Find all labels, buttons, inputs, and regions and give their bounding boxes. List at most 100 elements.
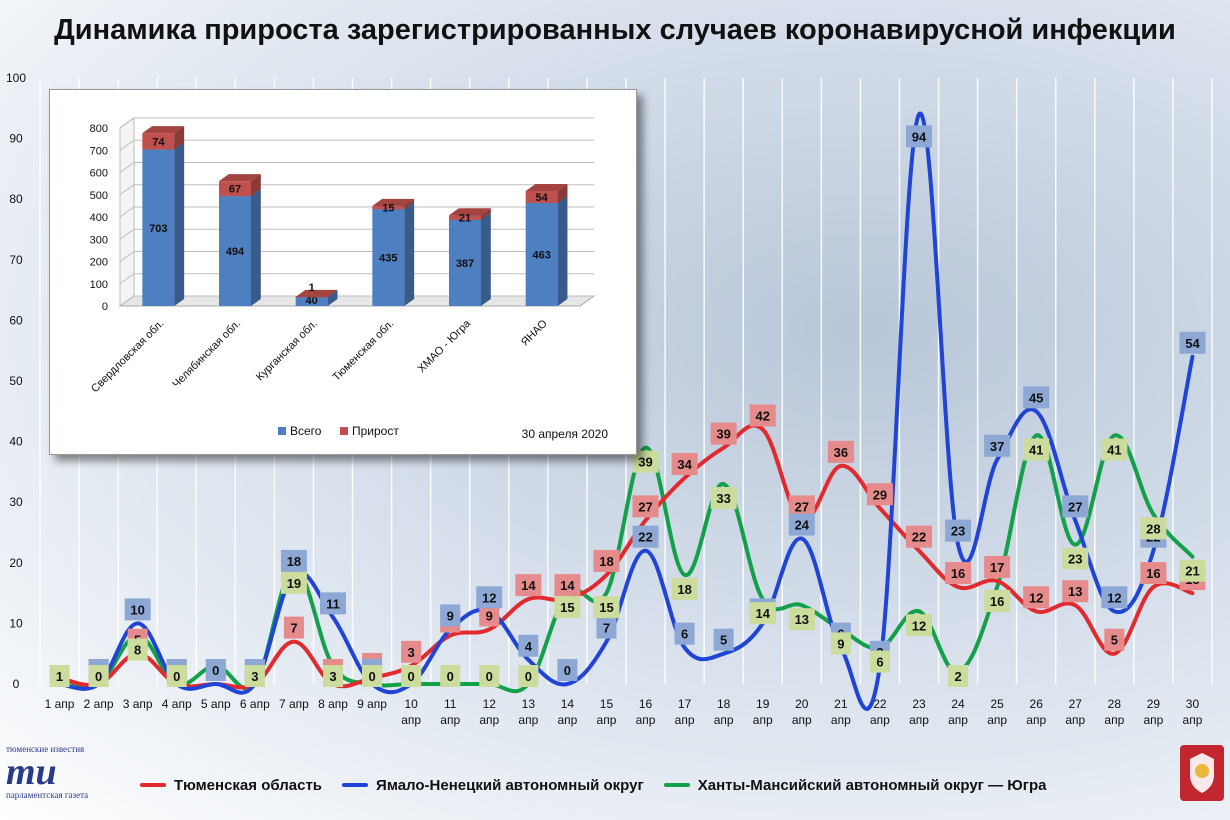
inset-bar-front xyxy=(142,133,175,150)
inset-data-label: 15 xyxy=(382,203,394,215)
data-label-box xyxy=(632,495,659,518)
inset-bar-segment: 74 xyxy=(142,126,185,150)
x-tick-label: 1 апр xyxy=(45,697,75,711)
data-label-text: 2 xyxy=(954,669,961,684)
data-label-text: 29 xyxy=(873,487,887,502)
inset-data-label: 40 xyxy=(306,295,318,307)
data-label: 19 xyxy=(280,571,307,594)
inset-bar-front xyxy=(219,181,251,197)
x-tick-label-line: апр xyxy=(1026,713,1046,727)
x-tick-label: 22 апр xyxy=(870,697,890,727)
x-tick-label: 2 апр xyxy=(84,697,114,711)
data-label: 42 xyxy=(749,404,776,427)
x-tick-label-line: апр xyxy=(948,713,968,727)
inset-bar-top xyxy=(449,208,491,216)
data-label-box xyxy=(632,525,659,548)
inset-y-tick-label: 300 xyxy=(90,234,108,246)
x-tick-label: 24 апр xyxy=(948,697,968,727)
legend-item-hmao: Ханты-Мансийский автономный округ — Югра xyxy=(663,777,1046,794)
data-label-text: 0 xyxy=(486,669,493,684)
x-tick-label-line: 10 xyxy=(404,697,418,711)
x-tick-label-line: 21 xyxy=(834,697,848,711)
data-label: 5 xyxy=(1104,628,1125,651)
data-label-box xyxy=(401,665,422,687)
inset-bar-side xyxy=(251,189,261,306)
data-label-box xyxy=(906,525,932,548)
data-label-box xyxy=(632,450,659,473)
data-label: 0 xyxy=(166,665,187,687)
y-tick-label: 10 xyxy=(9,616,23,630)
data-label: 12 xyxy=(476,586,503,609)
main-legend: Тюменская область Ямало-Ненецкий автоном… xyxy=(140,772,1140,798)
x-tick-label-line: 20 xyxy=(795,697,809,711)
x-tick-label-line: 7 апр xyxy=(279,697,309,711)
data-label-box xyxy=(1023,386,1050,409)
y-tick-label: 60 xyxy=(9,313,23,327)
inset-y-tick-label: 200 xyxy=(90,257,108,269)
inset-bar-segment: 21 xyxy=(449,208,491,225)
inset-legend-swatch xyxy=(340,427,348,435)
inset-grid-line xyxy=(119,295,594,307)
data-label-text: 5 xyxy=(720,633,727,648)
y-tick-label: 70 xyxy=(9,253,23,267)
x-tick-label: 15 апр xyxy=(597,697,617,727)
data-label: 0 xyxy=(401,665,422,687)
data-label-text: 9 xyxy=(837,636,844,651)
data-label-text: 4 xyxy=(525,639,533,654)
data-label-box xyxy=(671,452,698,475)
data-label: 0 xyxy=(479,665,500,687)
data-label-box xyxy=(713,628,734,651)
data-label-box xyxy=(596,616,617,639)
data-label-text: 1 xyxy=(56,669,63,684)
data-label: 18 xyxy=(671,577,698,600)
data-label-box xyxy=(984,555,1011,578)
x-tick-label-line: апр xyxy=(518,713,538,727)
x-tick-label-line: апр xyxy=(675,713,695,727)
data-label-box xyxy=(440,604,461,627)
x-tick-label-line: 2 апр xyxy=(84,697,114,711)
data-label-text: 0 xyxy=(525,669,532,684)
inset-bar-segment: 387 xyxy=(449,212,491,306)
data-label-text: 3 xyxy=(408,645,415,660)
data-label-text: 27 xyxy=(638,499,652,514)
data-label-box xyxy=(788,608,815,631)
x-tick-label-line: 5 апр xyxy=(201,697,231,711)
x-tick-label-line: 9 апр xyxy=(357,697,387,711)
inset-y-tick-label: 400 xyxy=(90,212,108,224)
inset-bar-top xyxy=(295,289,338,297)
inset-grid-line xyxy=(119,117,594,129)
data-label: 7 xyxy=(596,616,617,639)
data-label-text: 42 xyxy=(755,408,769,423)
data-label-text: 9 xyxy=(447,608,454,623)
x-tick-label-line: 30 xyxy=(1186,697,1200,711)
data-label: 28 xyxy=(1140,517,1167,540)
inset-bar-side xyxy=(481,212,491,306)
inset-data-label: 74 xyxy=(152,136,165,148)
data-label-box xyxy=(749,602,776,625)
x-tick-label-line: 24 xyxy=(951,697,965,711)
y-tick-label: 50 xyxy=(9,374,23,388)
x-tick-label: 25 апр xyxy=(987,697,1007,727)
logo-bottom-text: парламентская газета xyxy=(6,790,89,800)
x-tick-label: 13 апр xyxy=(518,697,538,727)
data-label: 2 xyxy=(948,665,969,687)
data-label: 12 xyxy=(906,614,932,637)
x-tick-label: 6 апр xyxy=(240,697,270,711)
x-tick-label: 14 апр xyxy=(557,697,577,727)
x-tick-label-line: 26 xyxy=(1030,697,1044,711)
data-label-box xyxy=(593,596,620,619)
x-tick-label: 28 апр xyxy=(1104,697,1124,727)
data-label-text: 6 xyxy=(681,627,688,642)
x-tick-label: 23 апр xyxy=(909,697,929,727)
inset-bar-front xyxy=(449,215,481,220)
logo-top-text: тюменские известия xyxy=(6,744,85,754)
data-label-box xyxy=(88,665,109,687)
data-label-box xyxy=(749,404,776,427)
data-label-text: 16 xyxy=(990,594,1004,609)
data-label-box xyxy=(1101,586,1128,609)
data-label-text: 23 xyxy=(1068,552,1082,567)
data-label-box xyxy=(280,571,307,594)
y-tick-label: 100 xyxy=(6,71,26,85)
y-tick-label: 30 xyxy=(9,495,23,509)
inset-data-label: 54 xyxy=(536,192,549,204)
